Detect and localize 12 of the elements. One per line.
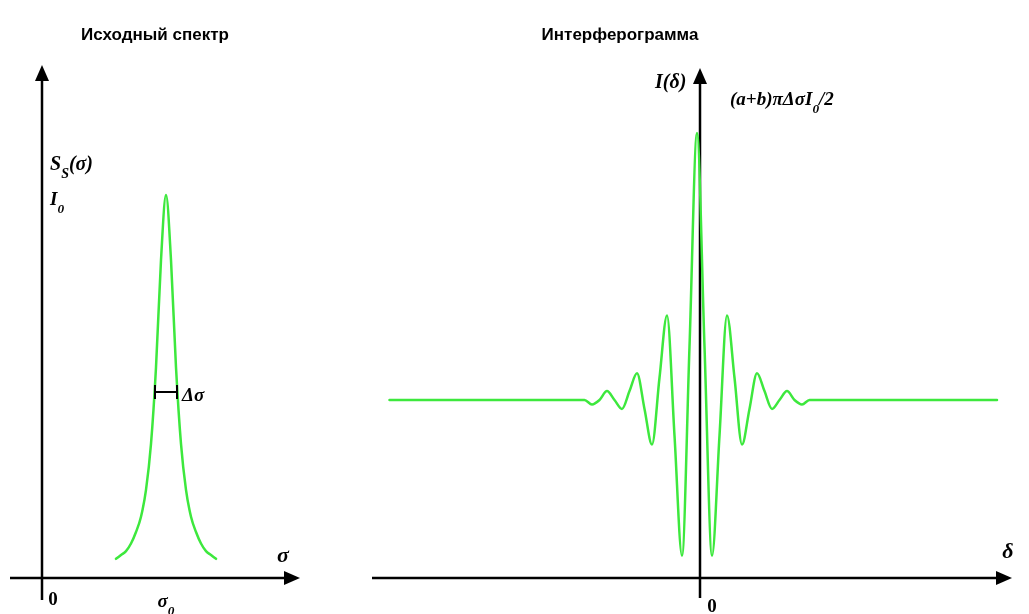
text: 0 [707, 595, 717, 614]
annotation: I$_{0}$ [49, 188, 65, 216]
x-axis-title: δ [1002, 538, 1014, 563]
text: 0 [48, 588, 58, 609]
text: (a+b)πΔσI$_{0}$/2 [730, 88, 835, 116]
x-axis-title: σ [277, 542, 291, 567]
chart-title: Исходный спектр [81, 25, 229, 44]
chart-title: Интерферограмма [541, 25, 699, 44]
text: σ$_{0}$ [157, 590, 175, 614]
annotation: Δσ [181, 384, 205, 405]
y-axis-title: S$_{S}$(σ) [50, 152, 94, 181]
y-axis-title: I(δ) [654, 70, 687, 93]
